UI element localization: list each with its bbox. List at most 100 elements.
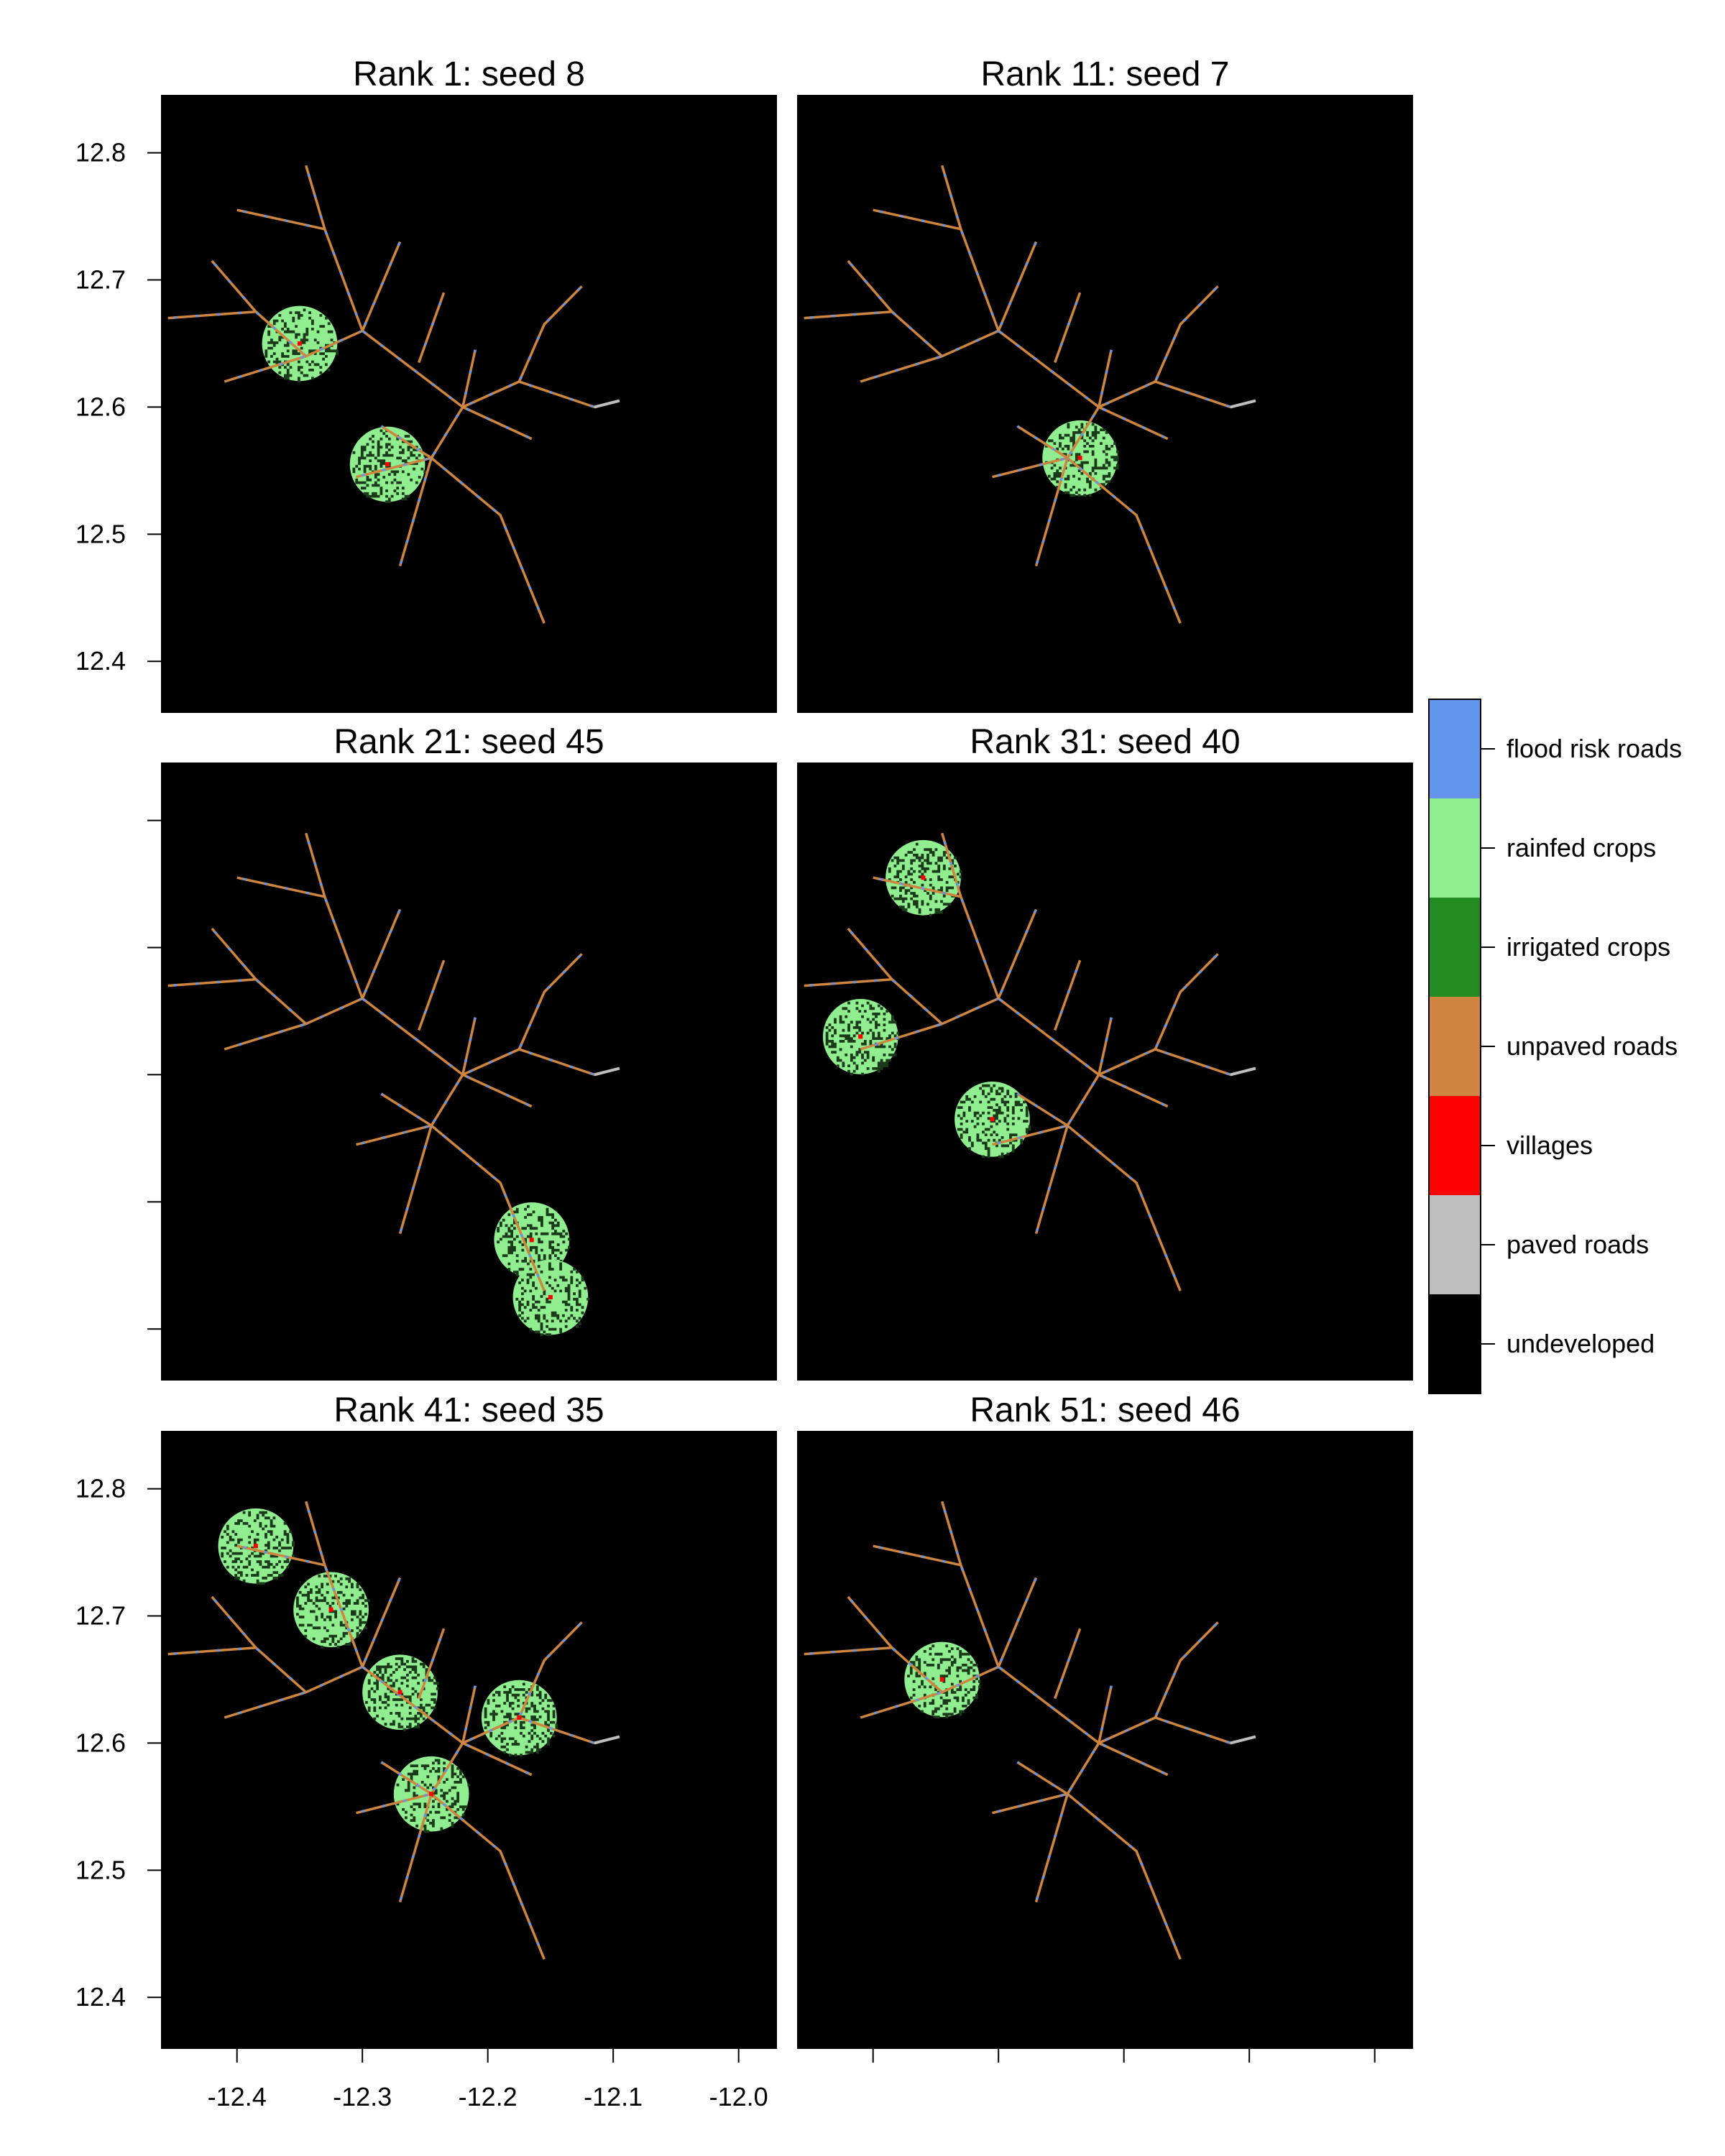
flood-risk-road-segment bbox=[418, 959, 446, 1031]
legend-label: irrigated crops bbox=[1506, 932, 1670, 962]
flood-risk-road-segment bbox=[1054, 292, 1082, 364]
flood-risk-road-segment bbox=[167, 977, 257, 987]
panel-title: Rank 51: seed 46 bbox=[970, 1391, 1240, 1429]
road-segment bbox=[1098, 349, 1113, 407]
village-marker bbox=[990, 1117, 995, 1122]
village-marker bbox=[253, 1544, 258, 1549]
flood-risk-road-segment bbox=[236, 208, 364, 331]
legend-label: unpaved roads bbox=[1506, 1031, 1678, 1061]
road-segment bbox=[1034, 1125, 1069, 1235]
flood-risk-road-segment bbox=[873, 1544, 1000, 1667]
panel-plot bbox=[167, 165, 620, 624]
flood-risk-road-segment bbox=[462, 1048, 620, 1077]
panel-plot bbox=[804, 1501, 1256, 1960]
flood-risk-road-segment bbox=[1054, 1628, 1082, 1700]
flood-risk-road-segment bbox=[431, 456, 546, 624]
road-segment bbox=[992, 1792, 1068, 1815]
road-segment bbox=[1034, 1793, 1069, 1903]
legend-label: undeveloped bbox=[1506, 1329, 1655, 1358]
flood-risk-road-segment bbox=[998, 329, 1169, 441]
flood-risk-road-segment bbox=[804, 310, 893, 320]
road-segment bbox=[356, 1792, 432, 1815]
flood-risk-road-segment bbox=[362, 329, 533, 441]
panel-title: Rank 1: seed 8 bbox=[353, 55, 585, 93]
legend-label: paved roads bbox=[1506, 1230, 1649, 1259]
paved-road-segment bbox=[1230, 399, 1256, 409]
road-segment bbox=[461, 1017, 477, 1075]
legend-label: villages bbox=[1506, 1130, 1593, 1160]
village-marker bbox=[529, 1238, 534, 1243]
flood-risk-road-segment bbox=[305, 1501, 326, 1566]
panel-4: Rank 31: seed 40 bbox=[797, 723, 1413, 1381]
flood-risk-road-segment bbox=[236, 876, 364, 999]
x-tick-label: -12.2 bbox=[459, 2082, 518, 2111]
road-segment bbox=[997, 241, 1038, 331]
panel-5: Rank 41: seed 35 12.4 12.5 12.6 12.7 12.8 -12.… bbox=[75, 1391, 777, 2111]
panel-title: Rank 21: seed 45 bbox=[334, 723, 604, 761]
road-segment bbox=[1154, 1621, 1219, 1718]
paved-road-segment bbox=[594, 1735, 620, 1745]
legend-swatch bbox=[1429, 898, 1481, 997]
paved-road-segment bbox=[1230, 1067, 1256, 1077]
road-segment bbox=[992, 1124, 1068, 1146]
legend-swatch bbox=[1429, 1195, 1481, 1294]
road-segment bbox=[518, 1621, 583, 1718]
road-segment bbox=[356, 1124, 432, 1146]
road-segment bbox=[356, 456, 432, 479]
flood-risk-road-segment bbox=[1054, 959, 1082, 1031]
x-tick-label: -12.3 bbox=[333, 2082, 392, 2111]
flood-risk-road-segment bbox=[941, 165, 962, 230]
flood-risk-road-segment bbox=[462, 380, 620, 409]
village-marker bbox=[548, 1295, 553, 1300]
road-segment bbox=[997, 908, 1038, 999]
paved-road-segment bbox=[594, 399, 620, 409]
road-segment bbox=[461, 349, 477, 407]
flood-risk-road-segment bbox=[305, 832, 326, 898]
road-segment bbox=[997, 1577, 1038, 1667]
panel-plot bbox=[804, 832, 1256, 1291]
flood-risk-road-segment bbox=[305, 165, 326, 230]
y-tick-label: 12.8 bbox=[75, 138, 126, 167]
flood-risk-road-segment bbox=[362, 997, 533, 1108]
panel-title: Rank 41: seed 35 bbox=[334, 1391, 604, 1429]
legend-swatch bbox=[1429, 1294, 1481, 1393]
panel-1: Rank 1: seed 8 12.4 12.5 12.6 12.7 12.8 bbox=[75, 55, 777, 713]
road-segment bbox=[1034, 457, 1069, 567]
village-marker bbox=[429, 1792, 434, 1797]
y-tick-label: 12.7 bbox=[75, 1601, 126, 1631]
village-marker bbox=[297, 341, 302, 346]
panel-6: Rank 51: seed 46 bbox=[797, 1391, 1413, 2063]
flood-risk-road-segment bbox=[873, 876, 1000, 999]
road-segment bbox=[361, 241, 402, 331]
flood-risk-road-segment bbox=[998, 997, 1169, 1108]
village-marker bbox=[939, 1677, 944, 1682]
flood-risk-road-segment bbox=[998, 1665, 1169, 1777]
legend-swatch bbox=[1429, 798, 1481, 898]
flood-risk-road-segment bbox=[1098, 1048, 1256, 1077]
legend-swatch bbox=[1429, 1096, 1481, 1195]
road-segment bbox=[398, 1793, 433, 1903]
panel-2: Rank 11: seed 7 bbox=[797, 55, 1413, 713]
road-segment bbox=[518, 953, 583, 1050]
panel-plot bbox=[804, 165, 1256, 624]
road-segment bbox=[518, 285, 583, 382]
legend-swatch bbox=[1429, 699, 1481, 798]
flood-risk-road-segment bbox=[462, 1716, 620, 1745]
village-marker bbox=[517, 1715, 522, 1720]
road-segment bbox=[361, 1577, 402, 1667]
flood-risk-road-segment bbox=[804, 977, 893, 987]
flood-risk-road-segment bbox=[1067, 1792, 1182, 1960]
flood-risk-road-segment bbox=[167, 1646, 257, 1656]
y-tick-label: 12.5 bbox=[75, 1855, 126, 1884]
y-tick-label: 12.4 bbox=[75, 646, 126, 676]
road-segment bbox=[1154, 953, 1219, 1050]
road-segment bbox=[398, 457, 433, 567]
village-marker bbox=[858, 1034, 863, 1039]
flood-risk-road-segment bbox=[431, 1124, 546, 1291]
village-marker bbox=[328, 1607, 334, 1612]
flood-risk-road-segment bbox=[362, 1665, 533, 1777]
flood-risk-road-segment bbox=[804, 1646, 893, 1656]
road-segment bbox=[461, 1685, 477, 1743]
legend-label: flood risk roads bbox=[1506, 734, 1682, 763]
